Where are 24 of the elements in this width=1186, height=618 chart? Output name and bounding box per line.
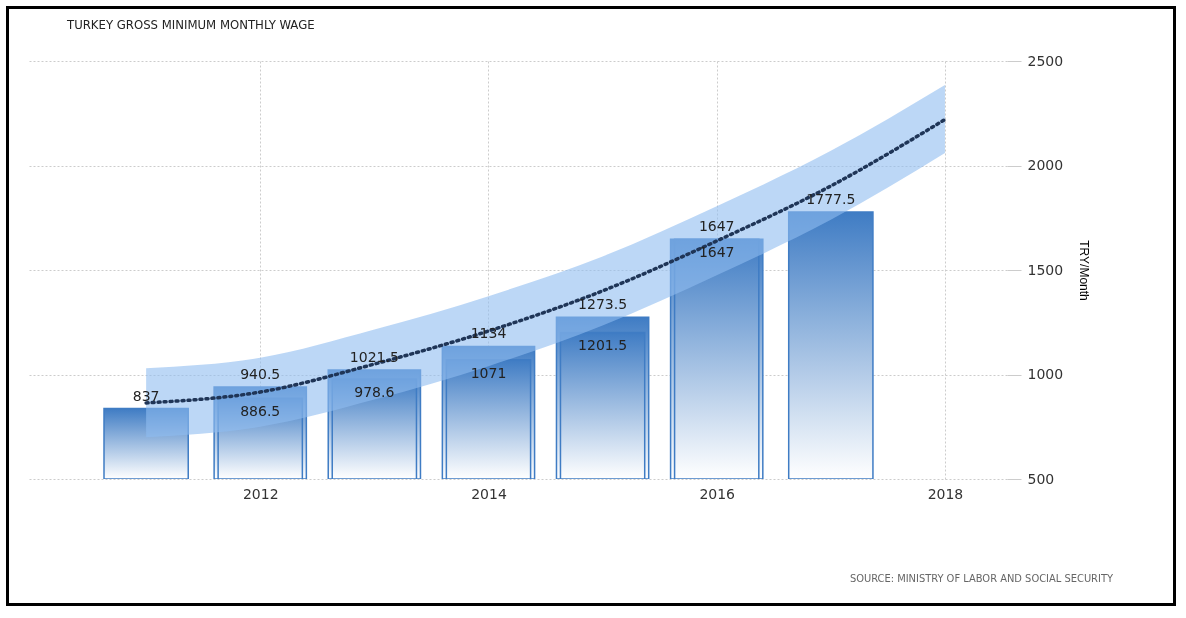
chart-title: TURKEY GROSS MINIMUM MONTHLY WAGE	[66, 17, 315, 32]
y-tick-label: 2000	[1027, 157, 1064, 173]
y-tick-label: 1000	[1027, 366, 1064, 382]
x-tick-label: 2014	[471, 485, 507, 502]
y-axis-title: TRY/Month	[1077, 240, 1092, 301]
y-tick-label: 1500	[1027, 261, 1064, 278]
data-label: 1021.5	[349, 349, 399, 366]
data-label: 940.5	[240, 365, 281, 382]
data-label: 1273.5	[578, 296, 628, 313]
data-label: 1201.5	[578, 337, 628, 354]
x-tick-label: 2012	[242, 485, 279, 502]
source-note: SOURCE: MINISTRY OF LABOR AND SOCIAL SECURITY	[849, 572, 1113, 585]
data-label: 978.6	[354, 383, 395, 400]
y-tick-label: 2500	[1027, 52, 1064, 69]
data-label: 886.5	[240, 403, 281, 420]
data-label: 1777.5	[806, 191, 856, 207]
data-label: 1647	[698, 218, 735, 235]
data-label: 1071	[470, 364, 507, 381]
x-tick-label: 2018	[927, 485, 964, 502]
x-tick-label: 2016	[699, 485, 736, 502]
data-label: 1134	[470, 325, 507, 342]
y-tick-label: 500	[1027, 470, 1055, 487]
data-label: 1647	[698, 244, 735, 261]
data-label: 837	[132, 387, 160, 404]
